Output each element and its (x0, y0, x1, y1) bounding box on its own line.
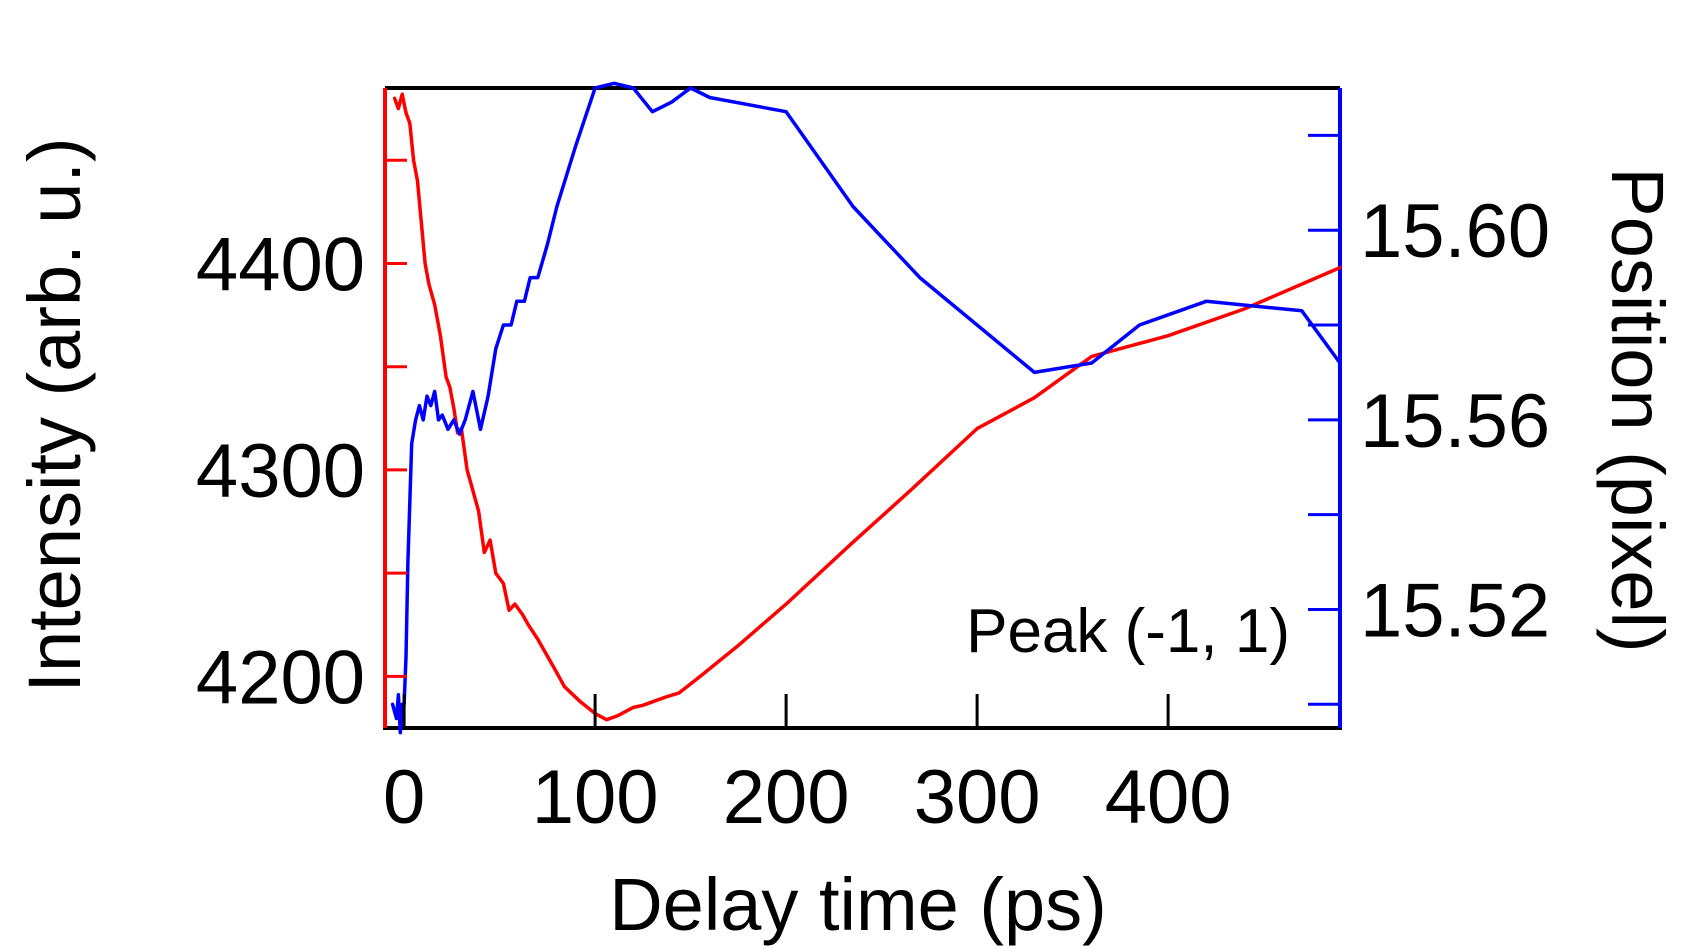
y-left-tick-label: 4200 (196, 635, 365, 720)
x-tick-label: 200 (723, 755, 850, 840)
y-axis-left-label: Intensity (arb. u.) (13, 137, 96, 692)
series-line-intensity (392, 92, 1342, 722)
y-left-tick-label: 4300 (196, 429, 365, 514)
plot-frame (383, 86, 1342, 730)
peak-annotation: Peak (-1, 1) (966, 597, 1290, 666)
y-right-tick-label: 15.60 (1360, 189, 1550, 274)
y-axis-right-label: Position (pixel) (1596, 167, 1679, 652)
x-tick-label: 100 (532, 755, 659, 840)
y-left-tick-label: 4400 (196, 222, 365, 307)
x-tick-label: 0 (383, 755, 425, 840)
y-right-tick-label: 15.52 (1360, 568, 1550, 653)
x-axis-label: Delay time (ps) (609, 863, 1107, 946)
x-tick-label: 400 (1105, 755, 1232, 840)
y-right-tick-label: 15.56 (1360, 379, 1550, 464)
x-tick-label: 300 (914, 755, 1041, 840)
series-layer (390, 81, 1342, 735)
ticks-layer: 0 100 200 300 400 4200 4300 4400 15.52 15.56 15.60 (196, 133, 1550, 840)
series-line-position (390, 81, 1342, 735)
